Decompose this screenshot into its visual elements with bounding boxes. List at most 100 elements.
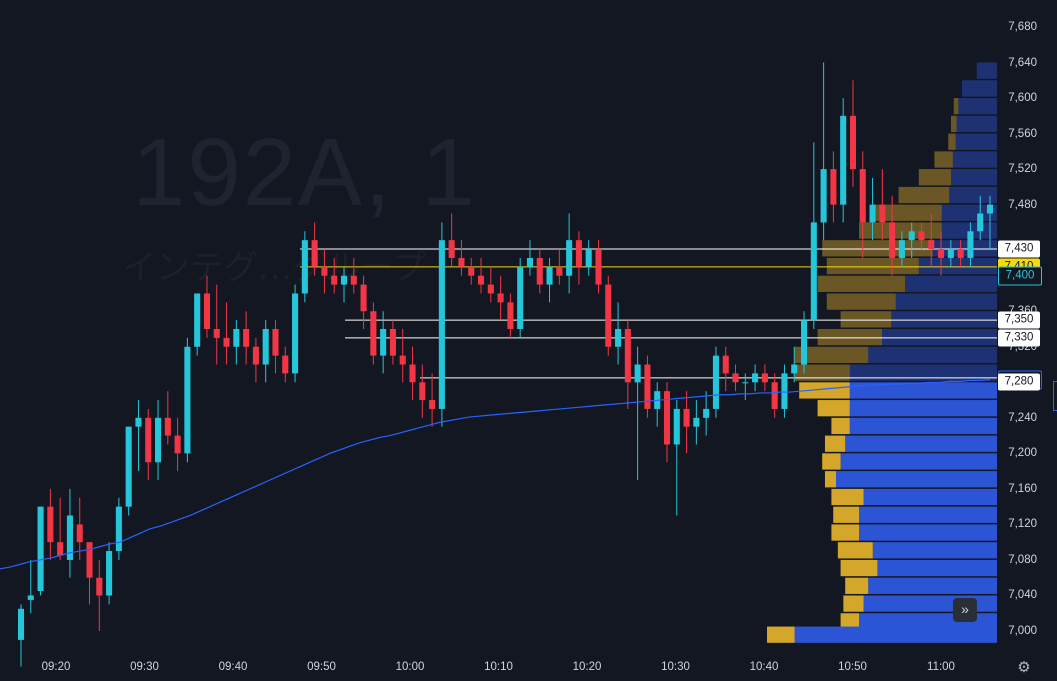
volume-profile-down-bar <box>836 471 997 488</box>
candle-body <box>292 293 299 374</box>
candle-body <box>810 222 817 321</box>
time-tick-label: 09:50 <box>307 661 336 673</box>
volume-profile-down-bar <box>863 488 997 506</box>
candle-body <box>938 249 945 258</box>
volume-profile-down-bar <box>905 275 997 292</box>
candle-body <box>732 373 739 383</box>
candle-body <box>673 408 680 445</box>
price-level-label: 7,430 <box>998 240 1040 258</box>
candle-body <box>487 284 494 294</box>
time-tick-label: 10:50 <box>838 661 867 673</box>
price-tick-label: 7,480 <box>1008 198 1037 211</box>
candle-body <box>164 417 171 436</box>
candle-body <box>243 329 250 347</box>
time-tick-label: 11:00 <box>927 661 955 673</box>
time-tick-label: 10:30 <box>661 661 690 673</box>
volume-profile-down-bar <box>895 293 997 310</box>
volume-profile-down-bar <box>845 435 997 452</box>
volume-profile-up-bar <box>822 240 933 257</box>
time-tick-label: 10:10 <box>484 661 513 673</box>
volume-profile-up-bar <box>840 311 892 328</box>
candle-body <box>752 373 759 383</box>
volume-profile-up-bar <box>822 453 841 470</box>
candle-body <box>86 542 93 578</box>
candle-body <box>703 408 710 418</box>
candle-body <box>321 266 328 276</box>
candle-body <box>615 329 622 347</box>
candle-body <box>771 382 778 409</box>
candle-body <box>663 391 671 445</box>
candle-body <box>536 257 543 285</box>
candle-body <box>566 240 573 276</box>
volume-profile-down-bar <box>849 417 997 435</box>
candle-body <box>76 524 83 543</box>
volume-profile-up-bar <box>826 293 896 310</box>
candle-body <box>203 293 211 329</box>
volume-profile-down-bar <box>951 169 997 186</box>
volume-profile-up-bar <box>767 626 795 643</box>
volume-profile-down-bar <box>868 346 997 364</box>
candle-body <box>977 213 984 232</box>
volume-profile-down-bar <box>962 80 997 97</box>
candle-body <box>634 364 641 383</box>
candle-body <box>742 382 749 384</box>
time-tick-label: 09:30 <box>130 661 159 673</box>
volume-profile-down-bar <box>891 311 997 328</box>
price-tick-label: 7,560 <box>1008 127 1037 140</box>
candle-body <box>947 249 954 258</box>
candle-body <box>262 329 269 365</box>
volume-profile-up-bar <box>845 577 869 594</box>
candle-body <box>683 408 690 427</box>
volume-profile-down-bar <box>958 98 997 115</box>
candle-body <box>477 275 485 285</box>
volume-profile-up-bar <box>872 204 942 221</box>
price-level-label: 7,330 <box>998 329 1040 347</box>
volume-profile-down-bar <box>918 257 997 275</box>
volume-profile-down-bar <box>949 186 997 204</box>
price-tick-label: 7,160 <box>1008 482 1037 495</box>
price-tick-label: 7,000 <box>1008 625 1037 637</box>
candle-body <box>575 240 582 267</box>
volume-profile-up-bar <box>843 595 864 612</box>
candle-body <box>820 169 827 223</box>
volume-profile-up-bar <box>831 524 859 541</box>
volume-profile-up-bar <box>817 329 882 346</box>
scroll-to-realtime-button[interactable]: » <box>953 598 977 622</box>
volume-profile-up-bar <box>840 613 859 630</box>
volume-profile-up-bar <box>948 133 956 150</box>
candle-body <box>252 346 259 365</box>
volume-profile-down-bar <box>882 329 997 346</box>
candle-body <box>517 266 524 329</box>
candle-body <box>223 337 230 347</box>
volume-profile-up-bar <box>953 98 959 115</box>
candle-body <box>311 240 318 267</box>
candle-body <box>57 542 64 556</box>
volume-profile-up-bar <box>840 559 878 577</box>
candle-body <box>145 417 152 463</box>
candle-body <box>712 355 719 409</box>
settings-gear-icon[interactable]: ⚙ <box>1017 659 1031 676</box>
candle-body <box>66 515 73 560</box>
candle-body <box>47 506 54 543</box>
volume-profile-up-bar <box>794 364 850 381</box>
candle-body <box>624 329 631 383</box>
volume-profile-up-bar <box>799 382 850 399</box>
candle-body <box>869 204 876 223</box>
volume-profile-down-bar <box>955 133 997 150</box>
time-tick-label: 09:20 <box>41 661 71 673</box>
candle-body <box>840 115 847 205</box>
candle-body <box>233 329 240 347</box>
price-tick-label: 7,680 <box>1008 21 1037 33</box>
volume-profile-up-bar <box>824 471 836 488</box>
volume-profile-down-bar <box>877 559 997 577</box>
volume-profile-down-bar <box>849 364 997 381</box>
time-axis[interactable]: 09:20 09:30 09:40 09:50 10:00 10:10 10:20 10:30… <box>0 655 997 681</box>
candle-body <box>908 231 915 241</box>
candle-body <box>409 364 416 383</box>
candle-body <box>389 329 396 356</box>
candle-body <box>889 222 896 258</box>
candle-body <box>761 373 768 383</box>
candle-body <box>213 329 220 338</box>
